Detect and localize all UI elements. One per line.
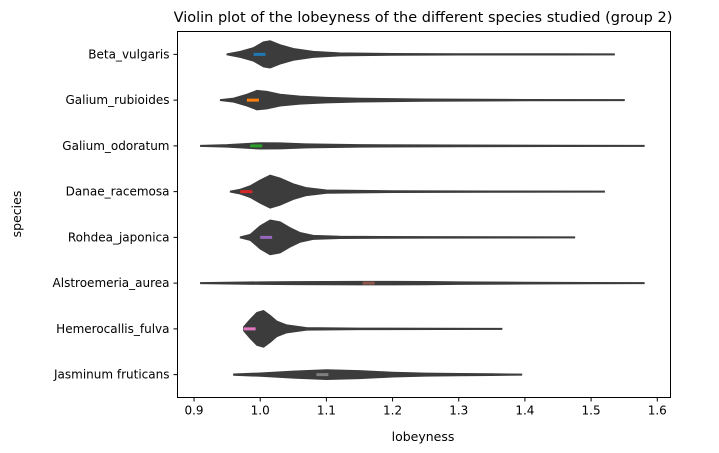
x-tick-label: 1.2 (383, 404, 402, 418)
y-tick-label: Alstroemeria_aurea (53, 276, 170, 290)
violin-Alstroemeria_aurea (200, 280, 645, 286)
y-tick-label: Galium_rubioides (65, 93, 169, 107)
y-tick-label: Hemerocallis_fulva (56, 322, 169, 336)
y-tick-label: Danae_racemosa (66, 185, 170, 199)
violin-group (200, 40, 645, 381)
violin-Galium_odoratum (200, 142, 645, 150)
violin-Danae_racemosa (229, 174, 605, 209)
x-axis-label: lobeyness (392, 429, 455, 444)
x-tick-label: 0.9 (184, 404, 203, 418)
y-axis-ticks: Beta_vulgaris Galium_rubioides Galium_odor… (53, 47, 178, 382)
x-tick-label: 1.3 (449, 404, 468, 418)
violin-Hemerocallis_fulva (243, 309, 503, 348)
x-tick-label: 1.6 (648, 404, 667, 418)
y-tick-label: Rohdea_japonica (68, 230, 170, 244)
violin-Galium_rubioides (219, 89, 625, 111)
y-axis-label: species (9, 191, 24, 238)
x-tick-label: 1.4 (515, 404, 534, 418)
y-tick-label: Jasminum fruticans (53, 368, 170, 382)
x-axis-ticks: 0.9 1.0 1.1 1.2 1.3 1.4 1.5 1.6 (184, 397, 667, 418)
plot-area-frame (177, 31, 671, 398)
x-tick-label: 1.5 (582, 404, 601, 418)
x-tick-label: 1.1 (317, 404, 336, 418)
x-tick-label: 1.0 (251, 404, 270, 418)
violin-Jasminum fruticans (233, 369, 523, 381)
y-tick-label: Galium_odoratum (62, 139, 169, 153)
y-tick-label: Beta_vulgaris (88, 47, 169, 61)
chart-title: Violin plot of the lobeyness of the diff… (174, 10, 673, 26)
violin-Rohdea_japonica (239, 219, 576, 256)
violin-Beta_vulgaris (226, 40, 615, 69)
